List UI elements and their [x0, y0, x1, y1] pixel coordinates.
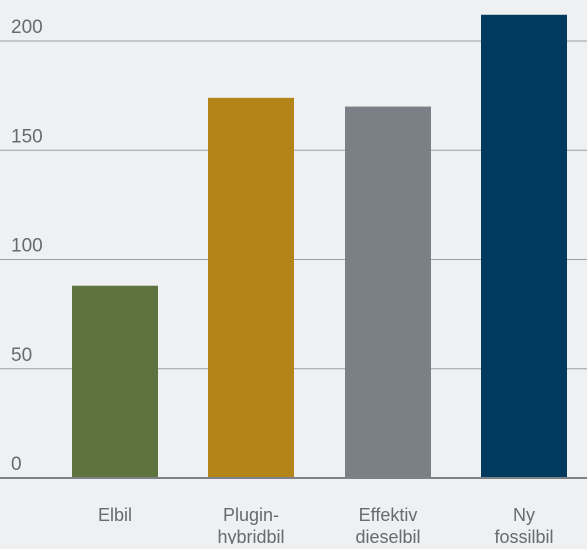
bar-2 — [345, 106, 431, 479]
x-category-label-line: Ny — [513, 505, 535, 525]
y-tick-label: 50 — [11, 345, 32, 366]
bars — [72, 14, 567, 479]
labels: 0 50 100 150 200 Elbil Plugin-hybridbil Effekti… — [11, 17, 554, 547]
x-category-label: Elbil — [98, 505, 132, 525]
x-category-label-line: fossilbil — [494, 527, 553, 544]
x-category-label-line: Effektiv — [359, 505, 418, 525]
x-category-label: Ny fossilbil — [494, 505, 553, 544]
y-tick-label: 200 — [11, 17, 43, 38]
x-category-label-line: Elbil — [98, 505, 132, 525]
x-category-label-line: Plugin- — [223, 505, 279, 525]
y-tick-label: 0 — [11, 454, 22, 475]
y-tick-label: 100 — [11, 236, 43, 257]
x-category-label: Plugin-hybridbil — [217, 505, 284, 544]
x-category-label-line: dieselbil — [355, 527, 420, 544]
bar-1 — [208, 97, 294, 478]
x-category-label-line: hybridbil — [217, 527, 284, 544]
x-category-label: Effektiv dieselbil — [355, 505, 420, 544]
bar-3 — [481, 14, 567, 479]
bar-0 — [72, 285, 158, 478]
y-tick-label: 150 — [11, 126, 43, 147]
